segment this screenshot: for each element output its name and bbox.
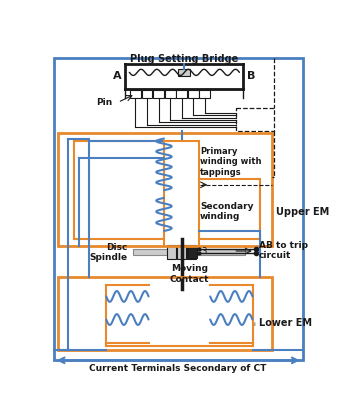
Text: Pin: Pin — [96, 98, 112, 107]
Bar — [178, 68, 190, 76]
Bar — [177, 245, 186, 259]
Bar — [130, 90, 141, 98]
Text: Lower EM: Lower EM — [259, 319, 312, 329]
Bar — [165, 90, 176, 98]
Bar — [187, 245, 196, 259]
Bar — [236, 108, 274, 131]
Bar — [142, 90, 152, 98]
Bar — [176, 90, 187, 98]
Text: Disc
Spindle: Disc Spindle — [90, 243, 128, 262]
Text: Current Terminals Secondary of CT: Current Terminals Secondary of CT — [89, 364, 266, 372]
Text: 3: 3 — [202, 246, 207, 256]
Text: Secondary
winding: Secondary winding — [200, 202, 254, 221]
Text: Primary
winding with
tappings: Primary winding with tappings — [200, 147, 262, 176]
Text: A: A — [113, 71, 122, 81]
Bar — [58, 277, 272, 350]
Text: Upper EM: Upper EM — [276, 207, 329, 217]
Bar — [167, 245, 176, 259]
Text: B: B — [247, 71, 256, 81]
Text: AB to trip
circuit: AB to trip circuit — [259, 241, 308, 260]
Text: Moving
Contact: Moving Contact — [170, 264, 209, 284]
Text: Plug Setting Bridge: Plug Setting Bridge — [130, 54, 238, 64]
Bar — [188, 246, 197, 258]
Text: ᵢ: ᵢ — [253, 319, 255, 329]
Bar — [153, 90, 164, 98]
Bar — [199, 90, 210, 98]
Bar — [188, 90, 199, 98]
Bar — [58, 133, 272, 246]
Bar — [133, 249, 245, 255]
